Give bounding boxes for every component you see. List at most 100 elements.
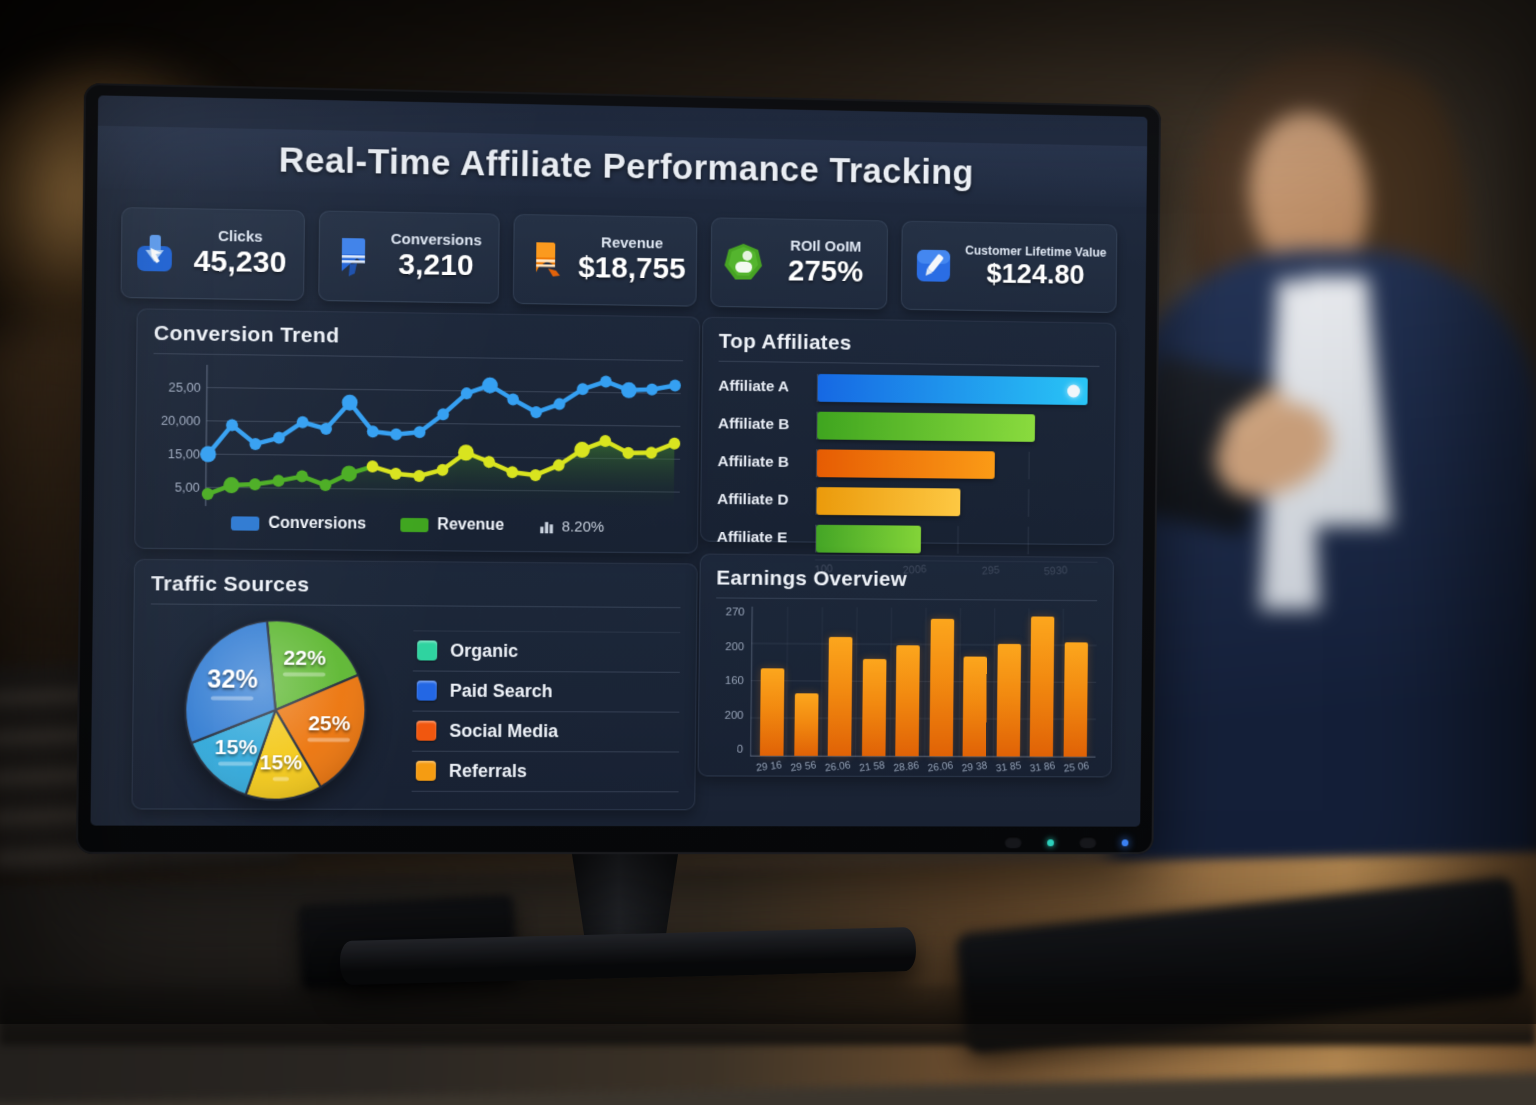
revenue-point [553,459,566,472]
pie-content: 22% 25% 15% 15% 32% Organic Paid Search Social… [149,611,681,810]
monitor: Real-Time Affiliate Performance Tracking… [75,82,1162,855]
kpi-card-conversions: Conversions 3,210 [317,210,500,304]
click-icon [137,234,172,272]
earnings-plot [750,606,1098,758]
revenue-point [366,460,379,473]
conversions-point [296,416,309,429]
conversions-point [436,407,449,420]
panel-title: Top Affiliates [718,329,1100,367]
conversion-trend-panel: Conversion Trend 25,00 20,000 15,00 5,00 Co… [134,308,701,554]
kpi-label: Conversions [390,231,482,250]
revenue-point [272,474,285,487]
conversions-point [272,431,285,444]
earnings-bar [861,658,887,757]
affiliate-row: Affiliate A [718,370,1100,408]
top-affiliates-panel: Top Affiliates Affiliate A Affiliate B Aff… [699,316,1117,581]
affiliate-label: Affiliate B [717,414,790,433]
price-tag-icon [536,242,561,277]
y-tick-label: 25,00 [169,380,201,396]
affiliate-row: Affiliate D [717,483,1099,519]
desk-edge [0,985,1536,1045]
pencil-note-icon [916,249,951,282]
y-tick-label: 15,00 [168,447,200,463]
legend-label: Referrals [448,760,528,781]
legend-label: Social Media [449,720,559,741]
kpi-value: $18,755 [577,251,686,286]
legend-item: Organic [412,629,681,673]
revenue-point [436,463,449,476]
y-tick-label: 0 [736,743,744,756]
conversions-point [341,394,358,411]
revenue-point [296,470,309,483]
conversions-point [200,445,217,463]
kpi-value: 45,230 [193,244,287,280]
legend-swatch [230,516,260,531]
pie-legend: Organic Paid Search Social Media Referrals [411,629,681,792]
affiliate-bar [817,411,1035,442]
pie-slice-label: 32% [207,665,258,701]
revenue-point [413,469,426,483]
legend-label: Conversions [268,514,367,533]
legend-swatch [400,517,429,533]
y-tick-label: 200 [724,709,744,722]
earnings-bar [827,636,853,756]
conversions-point [320,422,333,435]
monitor-button[interactable] [1079,836,1097,849]
earnings-bar [1029,616,1055,757]
affiliate-bar [816,524,921,553]
kpi-value: $124.80 [986,257,1085,290]
affiliate-bar [817,373,1089,405]
bar-track [816,373,1100,405]
earnings-bar [793,693,819,756]
conversions-point [481,377,498,394]
kpi-label: Clicks [217,228,263,247]
revenue-point [482,455,495,468]
x-tick-label: 29 56 [790,759,817,775]
kpi-value: 3,210 [398,248,474,283]
conversions-point [507,393,519,406]
pie-slice-label: 15% [259,751,302,781]
revenue-point [248,478,261,491]
pie-slice-label: 15% [215,735,257,766]
gridline [206,421,680,427]
earnings-overview-panel: Earnings Overview 270 200 160 200 0 29 16 29 … [697,553,1114,778]
conversions-point [530,406,543,419]
revenue-point [389,467,402,480]
revenue-point [529,469,542,482]
revenue-point [622,446,635,459]
legend-label: Organic [450,640,519,661]
pie-sublabel [218,761,254,766]
change-badge: 8.20% [538,518,604,535]
revenue-point [457,444,474,461]
mini-chart-icon [540,521,554,534]
earnings-chart: 270 200 160 200 0 [715,606,1098,758]
traffic-sources-pie: 22% 25% 15% 15% 32% [175,611,387,809]
pie-slice-label: 22% [283,646,326,677]
conversion-trend-chart: 25,00 20,000 15,00 5,00 [161,360,683,516]
x-tick-label: 26.06 [927,759,954,775]
affiliate-label: Affiliate D [717,490,789,509]
y-tick-label: 270 [725,606,745,619]
affiliate-label: Affiliate E [716,528,788,546]
conversions-point [646,383,658,396]
conversions-point [621,382,637,399]
earnings-bar [929,619,954,757]
revenue-point [645,446,658,459]
conversions-point [390,428,403,441]
affiliate-row: Affiliate E [717,521,1098,557]
legend-label: Revenue [437,516,505,534]
kpi-card-revenue: Revenue $18,755 [512,213,697,307]
pie-labels: 22% 25% 15% 15% 32% [175,611,375,809]
kpi-card-roi: ROIl OoIM 275% [709,217,889,310]
kpi-row: Clicks 45,230 Conversions 3,210 [120,207,1118,313]
conversion-ribbon-icon [341,238,365,277]
conversions-point [249,437,262,451]
monitor-button[interactable] [1004,836,1023,849]
y-tick-label: 5,00 [175,480,200,495]
affiliate-bar [816,448,995,479]
earnings-bar [895,645,921,757]
kpi-label: ROIl OoIM [790,237,862,256]
pie-sublabel [307,738,351,743]
earnings-bar [1063,642,1088,757]
conversions-point [554,398,566,411]
